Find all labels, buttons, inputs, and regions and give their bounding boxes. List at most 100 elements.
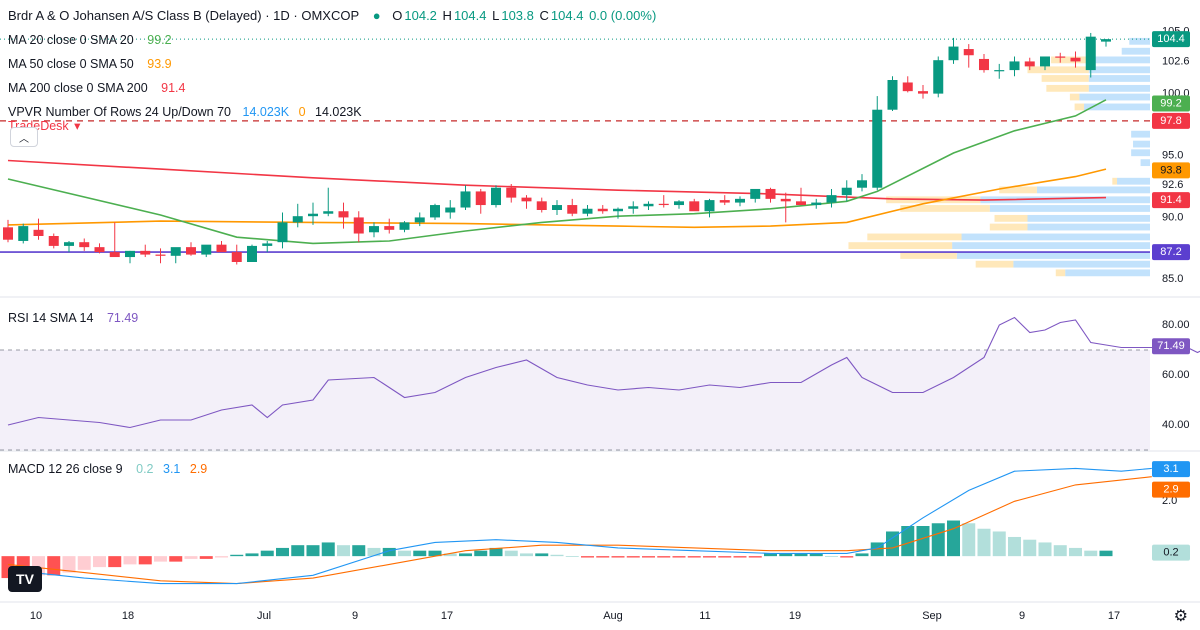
collapse-legend-button[interactable]: ︿: [10, 127, 38, 147]
macd-legend[interactable]: MACD 12 26 close 9 0.2 3.1 2.9: [8, 461, 209, 477]
vp-row-down: [989, 223, 1028, 231]
vpvr-label: VPVR Number Of Rows 24 Up/Down 70: [8, 105, 232, 119]
candle-body: [918, 91, 928, 94]
candle-body: [536, 201, 547, 210]
vp-row-up: [1117, 177, 1150, 185]
candle-body: [719, 200, 730, 203]
candle-body: [1024, 61, 1035, 67]
ma20-tag-bg: [1152, 95, 1190, 112]
ma20-label: MA 20 close 0 SMA 20: [8, 33, 134, 47]
macd-hist-bar: [215, 556, 228, 558]
macd-hist-bar: [947, 520, 960, 557]
macd-hist-bar: [504, 550, 518, 557]
ohlc-close: 104.4: [550, 8, 584, 23]
candle-body: [33, 229, 44, 236]
vp-row-down: [1041, 75, 1089, 82]
vpvr-legend[interactable]: VPVR Number Of Rows 24 Up/Down 70 14.023…: [8, 104, 364, 120]
macd-hist-value: 0.2: [136, 462, 154, 476]
candle-body: [216, 244, 227, 253]
ma200-legend[interactable]: MA 200 close 0 SMA 200 91.4: [8, 80, 188, 96]
macd-hist-bar: [748, 556, 762, 558]
candle-body: [475, 191, 486, 206]
macd-hist-bar: [245, 553, 259, 557]
candle-body: [765, 188, 776, 199]
macd-hist-bar: [321, 542, 335, 557]
candle-body: [552, 205, 562, 210]
macd-hist-bar: [931, 523, 945, 557]
vp-row-down: [867, 233, 962, 241]
candle-body: [506, 187, 517, 198]
macd-hist-bar: [382, 547, 396, 557]
candle-body: [1101, 39, 1111, 42]
time-tick-label: Aug: [603, 610, 623, 622]
candle-body: [994, 70, 1005, 72]
candle-body: [186, 247, 196, 255]
macd-hist-bar: [840, 556, 854, 558]
hist-tag-bg: [1152, 544, 1190, 561]
macd-hist-bar: [565, 556, 579, 557]
candle-body: [750, 188, 761, 199]
rsi-legend[interactable]: RSI 14 SMA 14 71.49: [8, 310, 140, 326]
rsi-tick-label: 60.00: [1162, 369, 1190, 381]
candle-body: [1085, 36, 1096, 71]
candle-body: [460, 191, 471, 208]
candle-body: [170, 247, 181, 256]
ohlc-high-key: H: [442, 8, 452, 23]
vp-row-down: [994, 214, 1028, 222]
time-tick-label: 17: [1108, 610, 1120, 622]
ohlc-low-key: L: [492, 8, 500, 23]
ma50-tag: 93.8: [1160, 164, 1181, 176]
candle-body: [521, 197, 532, 202]
vp-row-up: [1121, 47, 1150, 55]
last-price-tag-bg: [1152, 31, 1190, 48]
candle-body: [902, 82, 913, 92]
candle-body: [933, 60, 944, 94]
macd-hist-bar: [855, 553, 869, 557]
signal-tag: 2.9: [1163, 484, 1178, 496]
macd-hist-bar: [581, 556, 594, 558]
candle-body: [369, 226, 379, 233]
ohlc-open: 104.2: [404, 8, 437, 23]
macd-hist-bar: [169, 556, 183, 562]
ma50-legend[interactable]: MA 50 close 0 SMA 50 93.9: [8, 56, 174, 72]
candle-body: [841, 187, 852, 196]
ma50-tag-bg: [1152, 162, 1190, 179]
candle-body: [704, 200, 715, 212]
candle-body: [414, 217, 425, 223]
vp-row-up: [1129, 37, 1150, 45]
ma200-label: MA 200 close 0 SMA 200: [8, 81, 148, 95]
rsi-tick-label: 80.00: [1162, 319, 1190, 331]
vp-row-up: [1140, 159, 1150, 167]
tradingview-logo[interactable]: TV: [8, 566, 42, 592]
candle-body: [353, 217, 364, 234]
vp-row-up: [1088, 84, 1150, 92]
price-tick-label: 102.6: [1162, 55, 1190, 67]
gear-icon[interactable]: ⚙: [1173, 608, 1188, 625]
macd-tag-bg: [1152, 461, 1190, 478]
vp-row-down: [900, 252, 957, 259]
ma20-tag: 99.2: [1160, 97, 1181, 109]
poc-tag-bg: [1152, 244, 1190, 261]
macd-hist-bar: [474, 550, 488, 557]
time-tick-label: 17: [441, 610, 453, 622]
macd-hist-bar: [901, 526, 915, 557]
macd-hist-bar: [596, 556, 610, 558]
macd-hist-bar: [1099, 550, 1113, 557]
vp-row-down: [999, 186, 1037, 194]
macd-hist-bar: [138, 556, 152, 565]
ma50-label: MA 50 close 0 SMA 50: [8, 57, 134, 71]
macd-hist-bar: [794, 553, 808, 557]
price-tick-label: 95.0: [1162, 149, 1183, 161]
vpvr-up: 14.023K: [242, 105, 290, 119]
ma20-legend[interactable]: MA 20 close 0 SMA 20 99.2: [8, 32, 174, 48]
candle-body: [308, 213, 318, 217]
ohlc-close-key: C: [539, 8, 549, 23]
vp-row-up: [961, 233, 1150, 241]
macd-hist-bar: [1038, 542, 1052, 557]
rsi-tag: 71.49: [1157, 340, 1185, 352]
macd-hist-bar: [337, 545, 350, 557]
macd-hist-bar: [291, 545, 305, 557]
chevron-up-icon: ︿: [19, 133, 29, 145]
candle-body: [963, 49, 974, 56]
